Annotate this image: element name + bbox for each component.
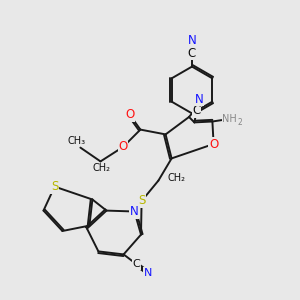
Text: C: C (193, 104, 201, 117)
Text: CH₂: CH₂ (167, 173, 185, 183)
Text: C: C (188, 46, 196, 60)
Text: S: S (51, 180, 58, 193)
Text: 2: 2 (237, 118, 242, 127)
Text: NH: NH (222, 113, 237, 124)
Text: N: N (130, 205, 139, 218)
Text: O: O (125, 108, 134, 121)
Text: N: N (194, 92, 203, 106)
Text: N: N (144, 268, 152, 278)
Text: S: S (138, 194, 145, 208)
Text: O: O (209, 137, 218, 151)
Text: CH₂: CH₂ (92, 163, 110, 173)
Text: CH₃: CH₃ (68, 136, 86, 146)
Text: C: C (132, 259, 140, 269)
Text: N: N (188, 34, 196, 47)
Text: O: O (118, 140, 127, 154)
